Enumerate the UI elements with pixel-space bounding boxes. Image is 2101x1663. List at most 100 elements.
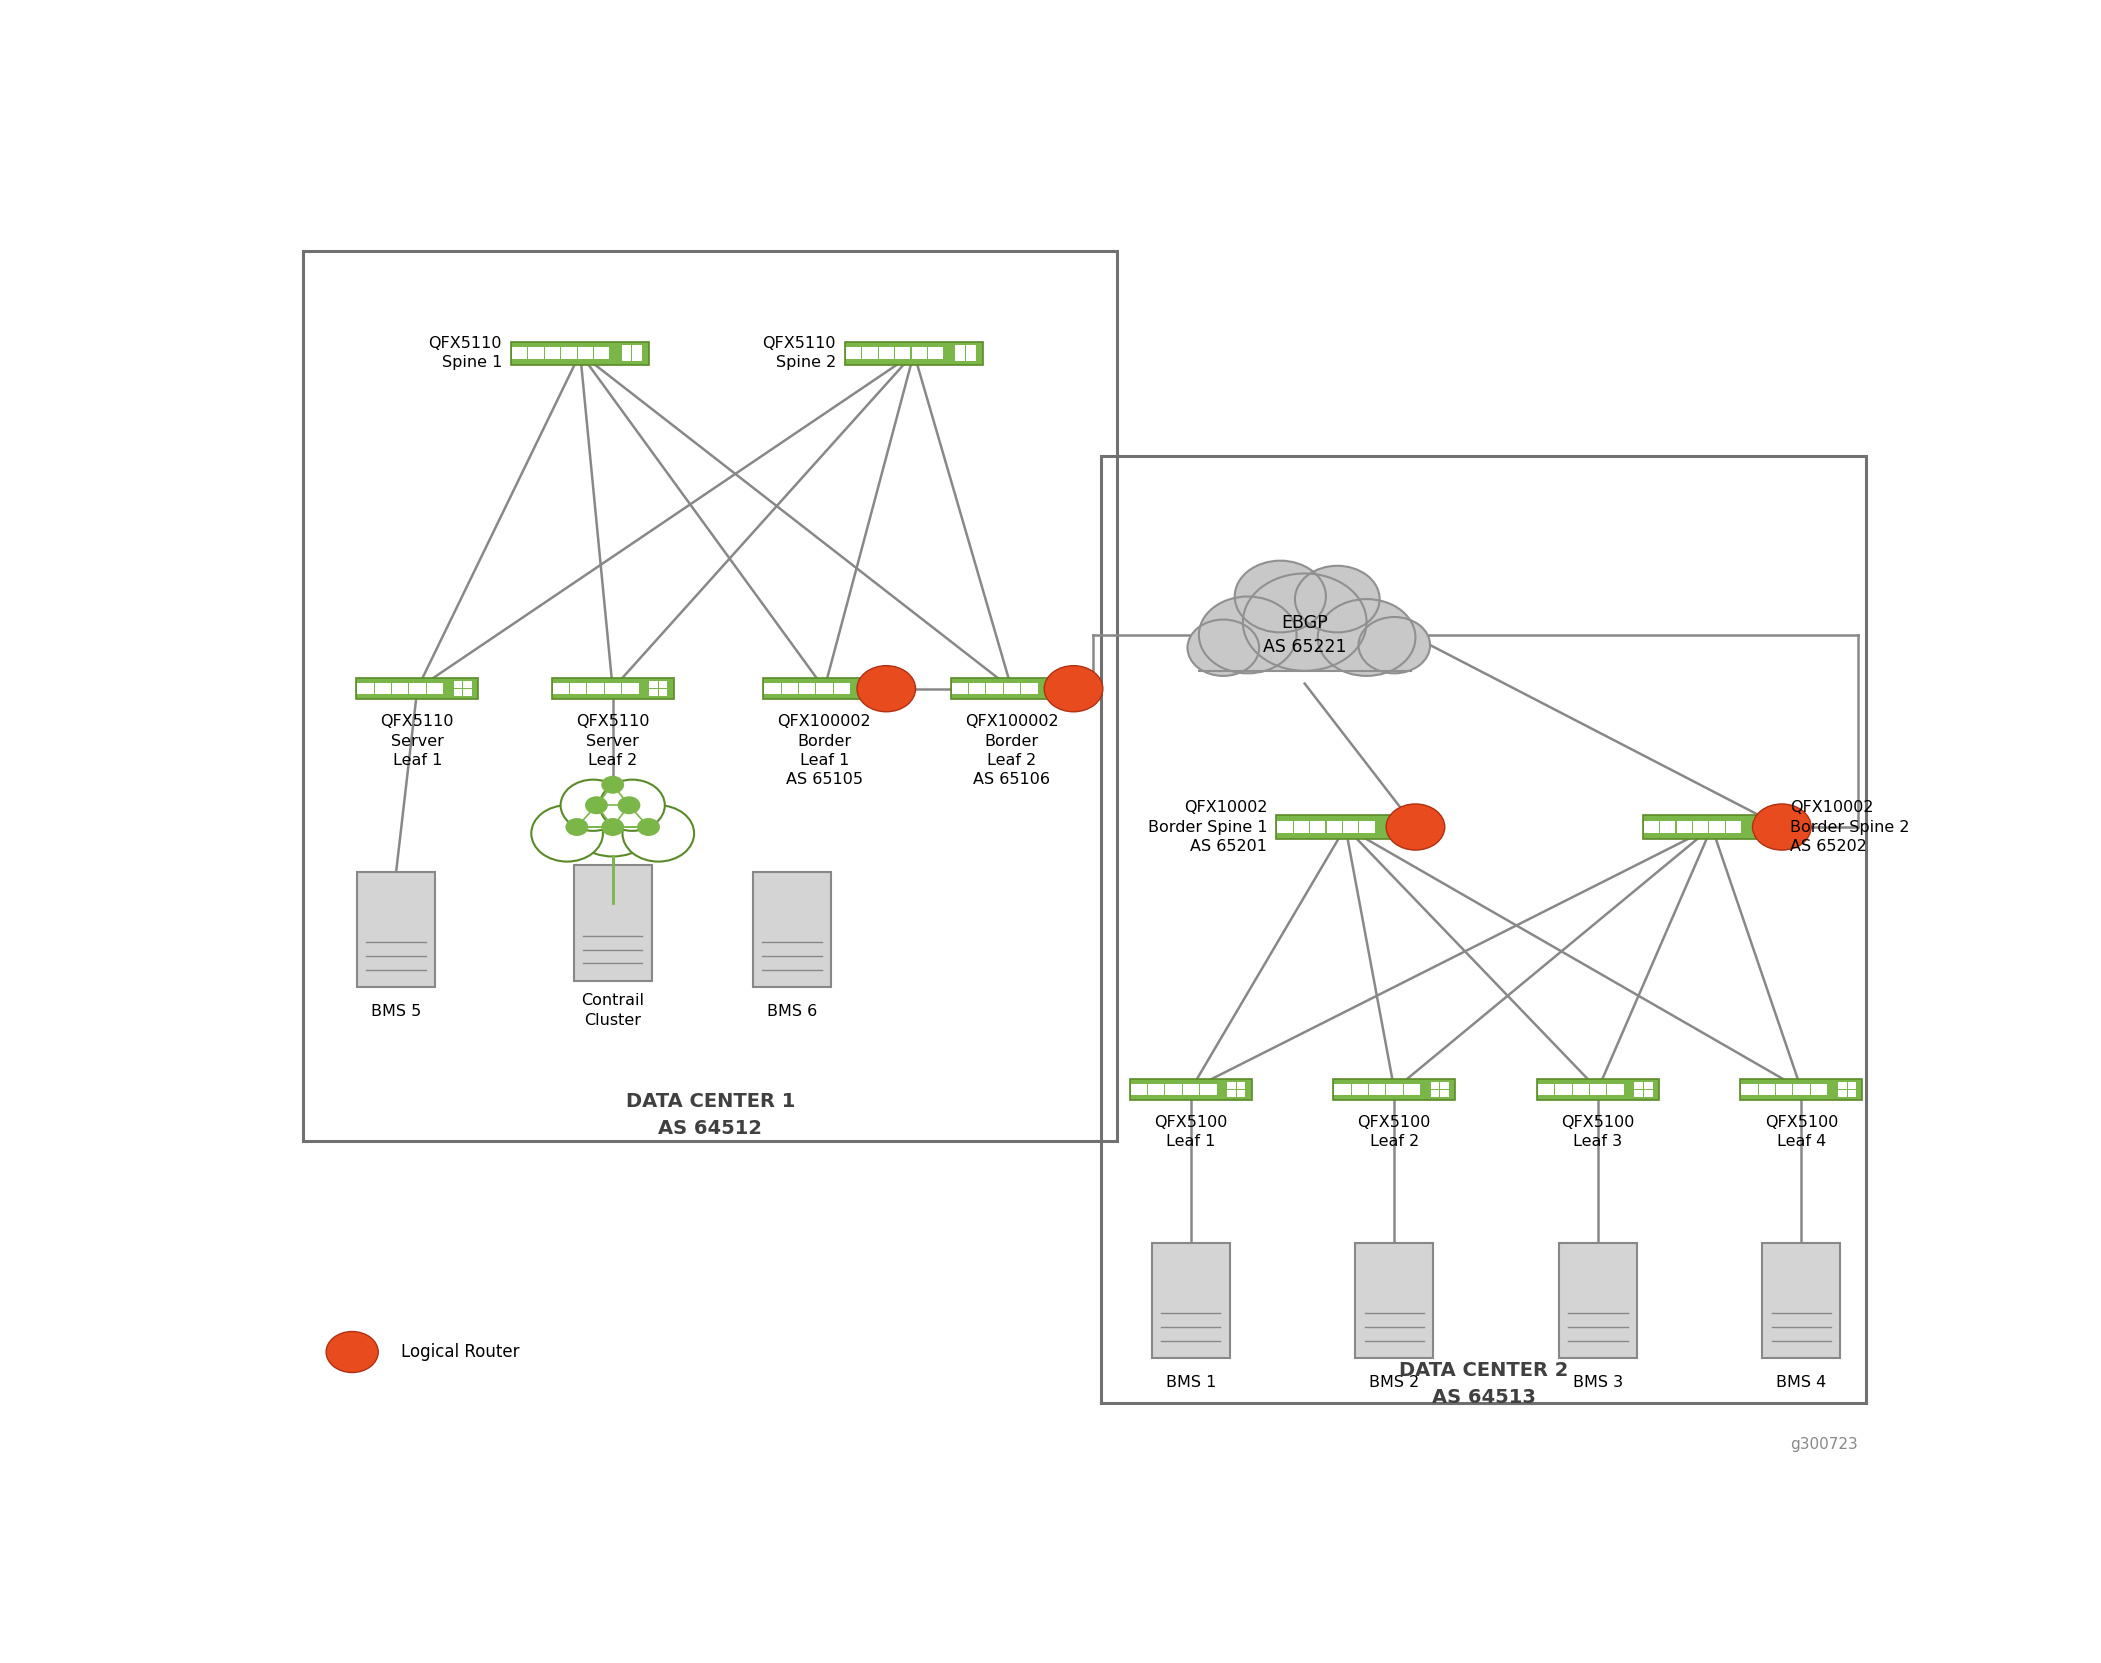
Text: BMS 5: BMS 5 xyxy=(372,1004,422,1019)
FancyBboxPatch shape xyxy=(632,344,643,353)
FancyBboxPatch shape xyxy=(454,688,462,695)
Circle shape xyxy=(1187,620,1258,675)
FancyBboxPatch shape xyxy=(1048,688,1057,695)
FancyBboxPatch shape xyxy=(834,683,851,693)
FancyBboxPatch shape xyxy=(1275,815,1414,838)
Text: Contrail
Cluster: Contrail Cluster xyxy=(582,993,645,1028)
Text: QFX5100
Leaf 3: QFX5100 Leaf 3 xyxy=(1561,1116,1635,1149)
FancyBboxPatch shape xyxy=(1227,1089,1235,1096)
FancyBboxPatch shape xyxy=(1355,1244,1433,1359)
FancyBboxPatch shape xyxy=(765,683,782,693)
FancyBboxPatch shape xyxy=(578,348,592,359)
Circle shape xyxy=(1752,803,1811,850)
FancyBboxPatch shape xyxy=(1277,822,1292,833)
FancyBboxPatch shape xyxy=(870,682,878,688)
FancyBboxPatch shape xyxy=(1607,1084,1624,1094)
FancyBboxPatch shape xyxy=(817,683,832,693)
FancyBboxPatch shape xyxy=(952,683,969,693)
FancyBboxPatch shape xyxy=(1538,1084,1555,1094)
FancyBboxPatch shape xyxy=(649,688,658,695)
FancyBboxPatch shape xyxy=(763,679,885,698)
FancyBboxPatch shape xyxy=(357,683,374,693)
Text: BMS 3: BMS 3 xyxy=(1574,1375,1622,1390)
FancyBboxPatch shape xyxy=(544,348,561,359)
FancyBboxPatch shape xyxy=(985,683,1002,693)
Circle shape xyxy=(599,780,664,832)
FancyBboxPatch shape xyxy=(1200,635,1410,670)
FancyBboxPatch shape xyxy=(895,348,910,359)
FancyBboxPatch shape xyxy=(1635,1083,1643,1089)
FancyBboxPatch shape xyxy=(588,683,603,693)
FancyBboxPatch shape xyxy=(1742,1084,1759,1094)
FancyBboxPatch shape xyxy=(1183,1084,1200,1094)
FancyBboxPatch shape xyxy=(1021,683,1038,693)
FancyBboxPatch shape xyxy=(511,341,649,364)
FancyBboxPatch shape xyxy=(861,348,878,359)
FancyBboxPatch shape xyxy=(1559,1244,1637,1359)
Text: QFX5100
Leaf 4: QFX5100 Leaf 4 xyxy=(1765,1116,1838,1149)
FancyBboxPatch shape xyxy=(870,688,878,695)
FancyBboxPatch shape xyxy=(1057,688,1067,695)
Text: g300723: g300723 xyxy=(1790,1437,1859,1452)
FancyBboxPatch shape xyxy=(1677,822,1691,833)
FancyBboxPatch shape xyxy=(1441,1083,1450,1089)
FancyBboxPatch shape xyxy=(649,682,658,688)
FancyBboxPatch shape xyxy=(1048,682,1057,688)
FancyBboxPatch shape xyxy=(1536,1079,1660,1099)
FancyBboxPatch shape xyxy=(1725,822,1742,833)
Circle shape xyxy=(561,780,626,832)
FancyBboxPatch shape xyxy=(1775,1084,1792,1094)
FancyBboxPatch shape xyxy=(1237,1083,1246,1089)
Circle shape xyxy=(1044,665,1103,712)
FancyBboxPatch shape xyxy=(1387,827,1397,835)
Text: QFX5110
Spine 2: QFX5110 Spine 2 xyxy=(763,336,836,371)
Circle shape xyxy=(1317,599,1416,675)
FancyBboxPatch shape xyxy=(956,344,964,353)
Text: Logical Router: Logical Router xyxy=(401,1344,519,1360)
Circle shape xyxy=(857,665,916,712)
FancyBboxPatch shape xyxy=(861,688,870,695)
Text: QFX5100
Leaf 2: QFX5100 Leaf 2 xyxy=(1357,1116,1431,1149)
Text: QFX100002
Border
Leaf 1
AS 65105: QFX100002 Border Leaf 1 AS 65105 xyxy=(777,715,872,787)
Circle shape xyxy=(565,818,588,836)
Circle shape xyxy=(1359,617,1431,674)
FancyBboxPatch shape xyxy=(1431,1083,1439,1089)
FancyBboxPatch shape xyxy=(1311,822,1326,833)
Text: QFX100002
Border
Leaf 2
AS 65106: QFX100002 Border Leaf 2 AS 65106 xyxy=(964,715,1059,787)
FancyBboxPatch shape xyxy=(1403,1084,1420,1094)
FancyBboxPatch shape xyxy=(595,348,609,359)
FancyBboxPatch shape xyxy=(1847,1083,1855,1089)
FancyBboxPatch shape xyxy=(1847,1089,1855,1096)
FancyBboxPatch shape xyxy=(561,348,576,359)
Text: QFX10002
Border Spine 2
AS 65202: QFX10002 Border Spine 2 AS 65202 xyxy=(1790,800,1910,853)
FancyBboxPatch shape xyxy=(1710,822,1725,833)
Circle shape xyxy=(567,785,658,856)
Text: DATA CENTER 1
AS 64512: DATA CENTER 1 AS 64512 xyxy=(626,1093,794,1137)
Text: QFX5110
Server
Leaf 1: QFX5110 Server Leaf 1 xyxy=(380,715,454,768)
FancyBboxPatch shape xyxy=(622,353,630,361)
Text: QFX10002
Border Spine 1
AS 65201: QFX10002 Border Spine 1 AS 65201 xyxy=(1147,800,1267,853)
FancyBboxPatch shape xyxy=(1763,1244,1840,1359)
FancyBboxPatch shape xyxy=(1441,1089,1450,1096)
FancyBboxPatch shape xyxy=(1227,1083,1235,1089)
Circle shape xyxy=(1294,565,1380,632)
FancyBboxPatch shape xyxy=(622,683,639,693)
FancyBboxPatch shape xyxy=(1759,1084,1775,1094)
FancyBboxPatch shape xyxy=(1370,1084,1385,1094)
Circle shape xyxy=(326,1332,378,1372)
Circle shape xyxy=(1387,803,1445,850)
FancyBboxPatch shape xyxy=(1004,683,1021,693)
FancyBboxPatch shape xyxy=(632,353,643,361)
Text: EBGP
AS 65221: EBGP AS 65221 xyxy=(1263,614,1347,655)
FancyBboxPatch shape xyxy=(1147,1084,1164,1094)
FancyBboxPatch shape xyxy=(357,679,479,698)
FancyBboxPatch shape xyxy=(1660,822,1674,833)
FancyBboxPatch shape xyxy=(464,688,473,695)
FancyBboxPatch shape xyxy=(1765,818,1773,827)
FancyBboxPatch shape xyxy=(1838,1089,1847,1096)
FancyBboxPatch shape xyxy=(1794,1084,1809,1094)
FancyBboxPatch shape xyxy=(529,348,544,359)
FancyBboxPatch shape xyxy=(1765,827,1773,835)
Circle shape xyxy=(1235,560,1326,632)
FancyBboxPatch shape xyxy=(929,348,943,359)
